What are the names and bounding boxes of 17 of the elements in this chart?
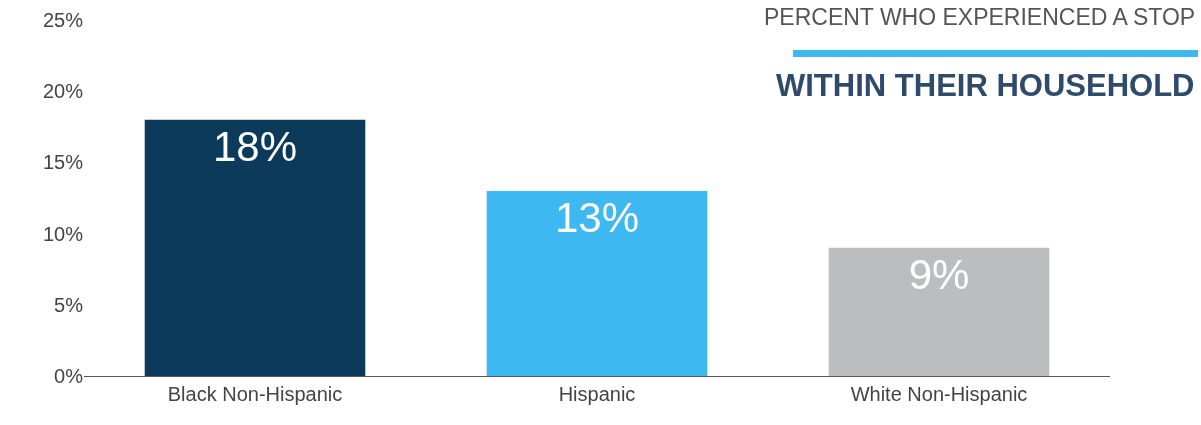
data-label: 9%	[908, 250, 970, 298]
x-tick-label: White Non-Hispanic	[850, 383, 1028, 405]
x-tick-label: Black Non-Hispanic	[167, 383, 343, 405]
x-tick-label: Hispanic	[558, 383, 636, 405]
data-label: 13%	[554, 193, 640, 241]
bar	[828, 247, 1050, 376]
chart-title: PERCENT WHO EXPERIENCED A STOP	[764, 4, 1196, 30]
y-tick-label: 10%	[42, 222, 84, 245]
bar	[486, 190, 708, 376]
text: WITHIN THEIR HOUSEHOLD	[776, 68, 1195, 103]
y-tick-label: 0%	[54, 365, 84, 387]
data-label: 18%	[212, 122, 298, 170]
y-tick-label: 15%	[42, 151, 84, 174]
y-tick-label: 25%	[42, 9, 84, 31]
y-tick-label: 5%	[54, 293, 84, 316]
y-tick-label: 20%	[42, 80, 84, 103]
bar	[144, 119, 366, 376]
